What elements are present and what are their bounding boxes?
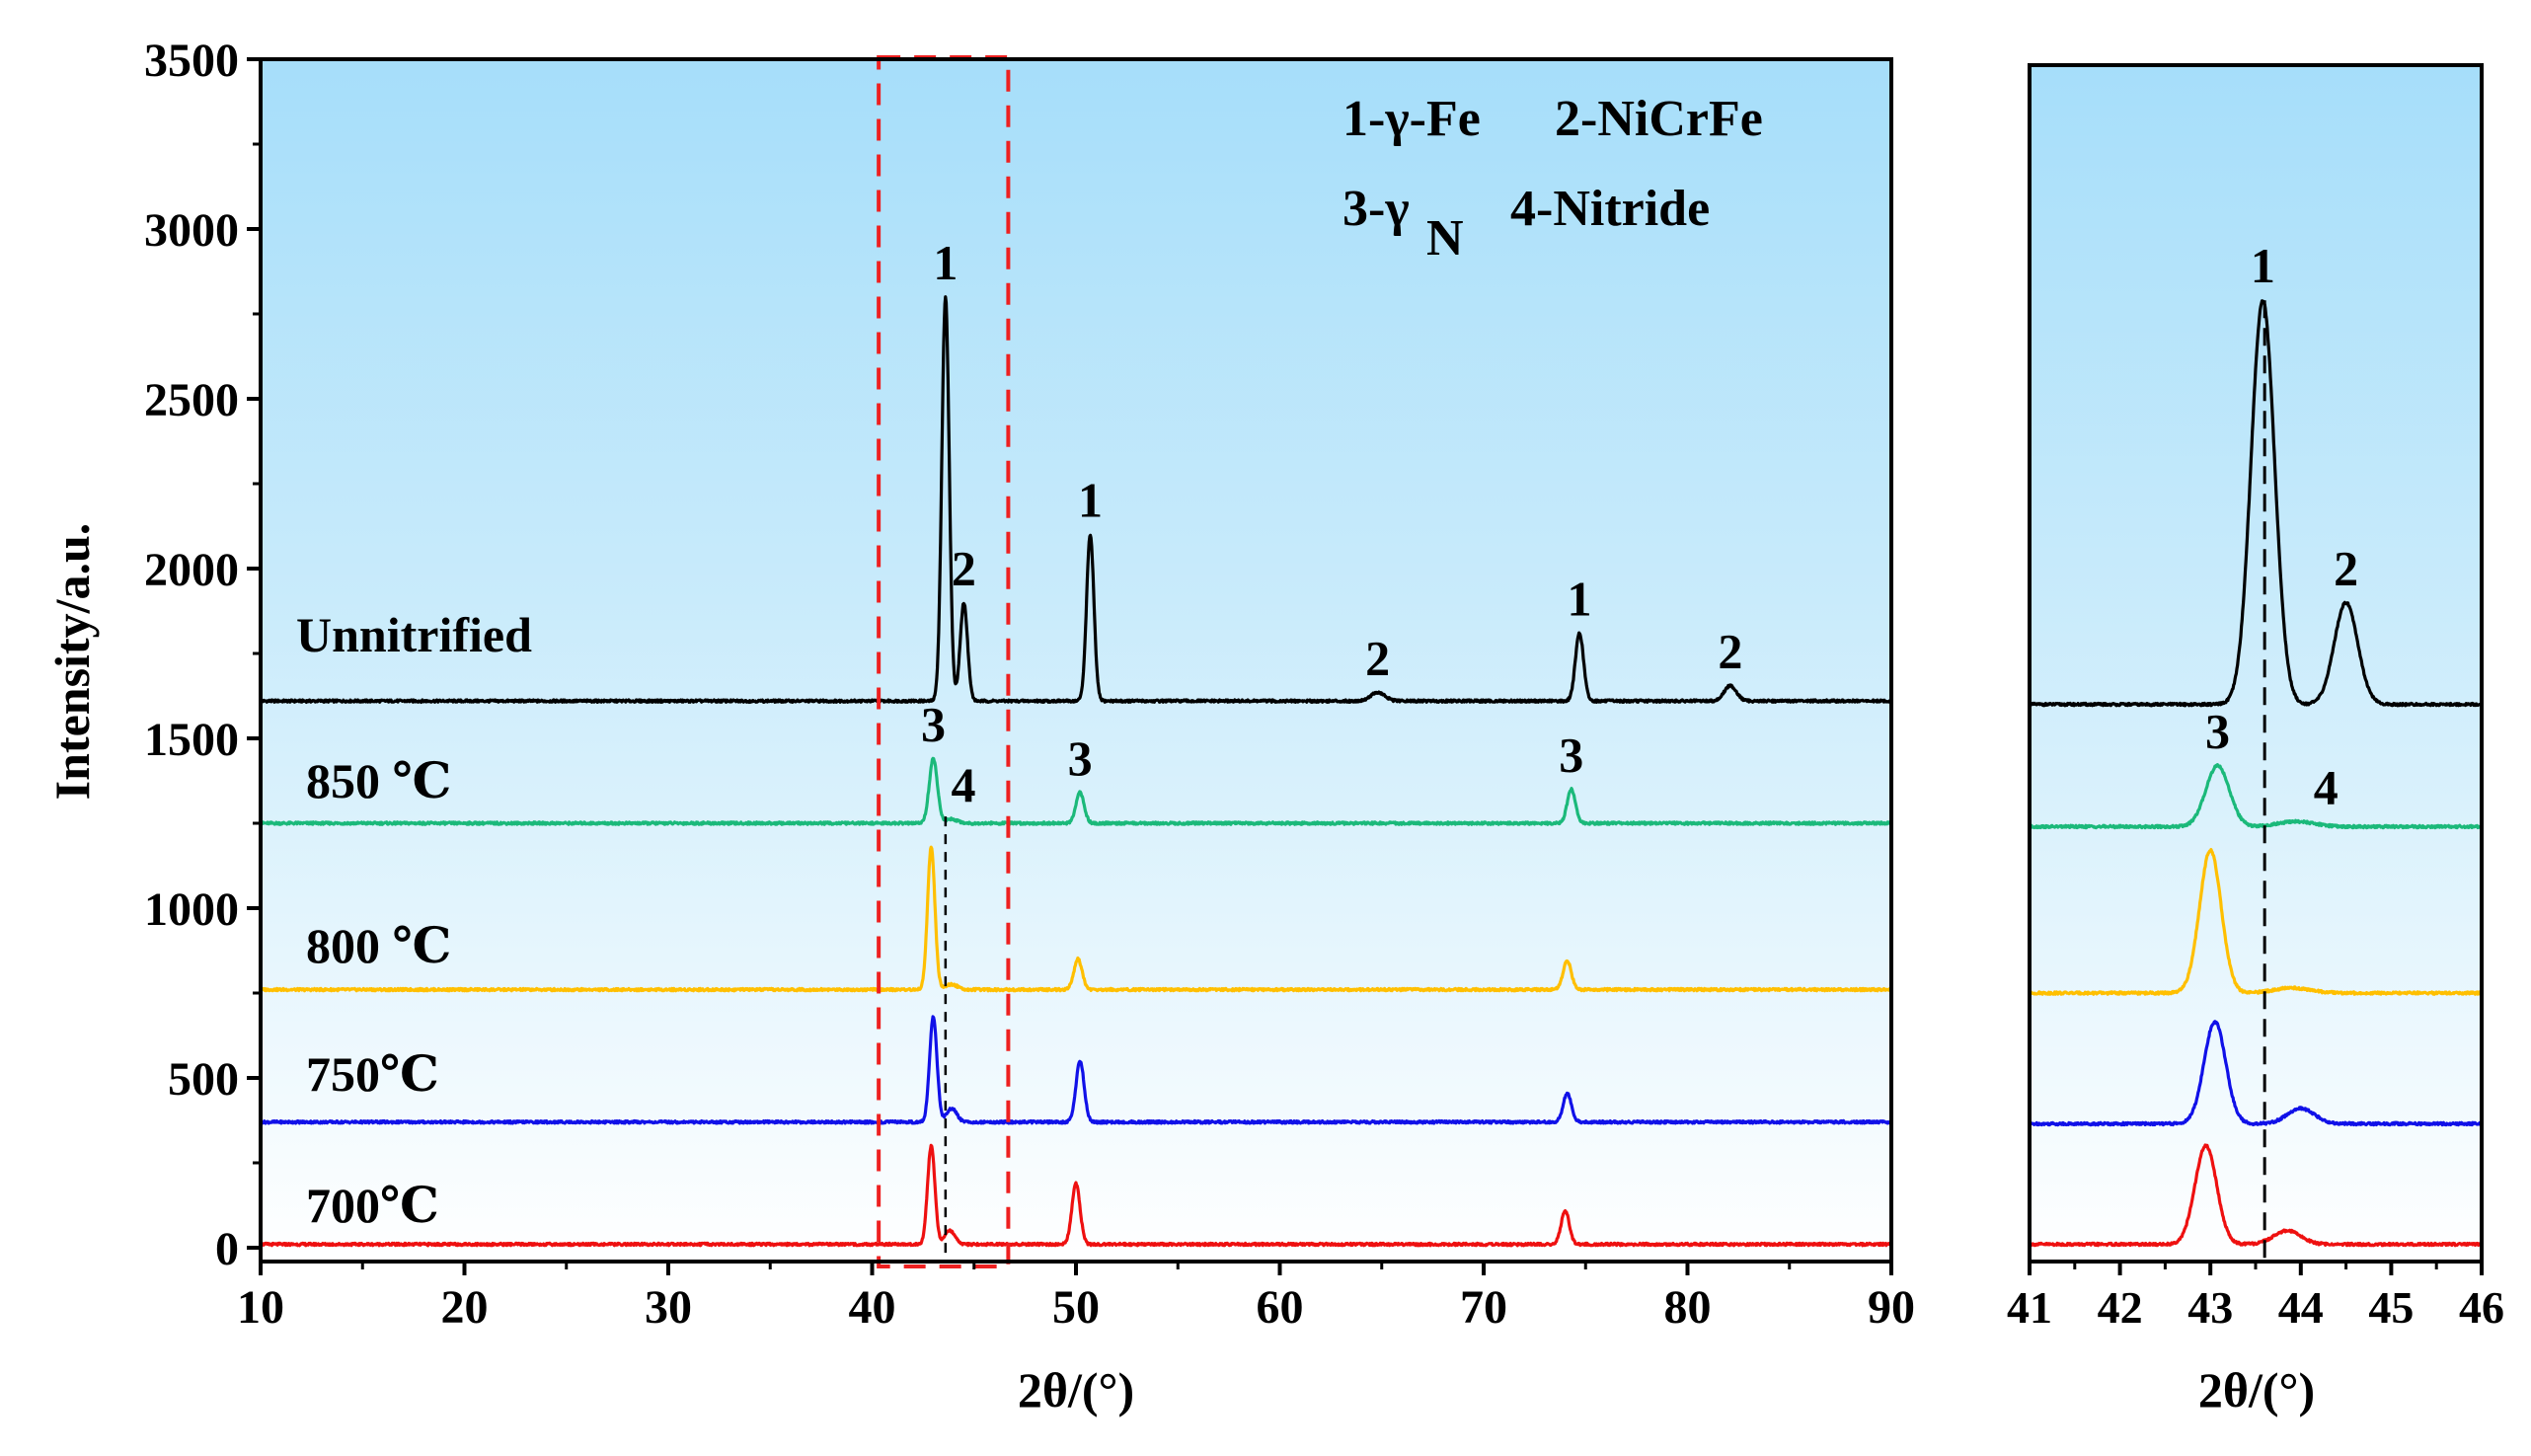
zoom-series-800-line (2028, 848, 2483, 996)
series-800-line (260, 845, 1893, 993)
series-750-line (259, 1015, 1893, 1125)
peak-label-850-1: 4 (952, 757, 976, 812)
zoom-x-axis-ticks: 41 42 43 44 45 46 (2007, 1262, 2504, 1333)
peak-label-unnitrified-0: 1 (933, 235, 958, 290)
series-700-line (260, 1143, 1893, 1248)
y-tick-label-2500: 2500 (144, 374, 239, 426)
zoom-series-850-line (2029, 763, 2484, 830)
zoom-x-tick-label-43: 43 (2187, 1282, 2233, 1333)
main-x-axis-label: 2θ/(°) (1018, 1362, 1134, 1418)
zoom-x-tick-label-44: 44 (2278, 1282, 2324, 1333)
zoom-plot-background (2030, 65, 2482, 1262)
main-series-group (259, 295, 1893, 1248)
series-label-800: 800 ℃ (306, 918, 451, 973)
legend-item-4: 4-Nitride (1510, 181, 1710, 237)
x-tick-label-30: 30 (645, 1281, 692, 1334)
peak-label-unnitrified-2: 1 (1078, 473, 1103, 528)
peak-label-unnitrified-3: 2 (1365, 631, 1390, 686)
zoom-series-750-line (2029, 1020, 2483, 1127)
y-tick-label-1500: 1500 (144, 714, 239, 766)
legend-item-3-subscript: N (1426, 210, 1464, 267)
zoom-series-unnitrified-line (2028, 299, 2484, 708)
peak-label-850-0: 3 (921, 697, 946, 752)
highlight-region-box (877, 55, 1011, 1268)
peak-label-unnitrified-4: 1 (1568, 571, 1592, 626)
legend-item-2: 2-NiCrFe (1555, 91, 1763, 147)
zoom-panel: 1 2 3 4 41 42 43 44 45 46 2θ/(°) (2007, 63, 2504, 1418)
zoom-peak-label-unnitrified-1: 2 (2334, 540, 2358, 595)
x-tick-label-70: 70 (1460, 1281, 1507, 1334)
x-tick-label-20: 20 (441, 1281, 489, 1334)
x-tick-label-40: 40 (849, 1281, 896, 1334)
series-850-line (260, 756, 1893, 826)
main-plot-background (261, 59, 1891, 1262)
series-label-750: 750℃ (306, 1046, 439, 1102)
zoom-x-tick-label-45: 45 (2368, 1282, 2414, 1333)
peak-label-unnitrified-5: 2 (1718, 624, 1742, 679)
y-tick-label-3000: 3000 (144, 204, 239, 257)
y-tick-label-500: 500 (168, 1053, 239, 1106)
zoom-x-tick-label-46: 46 (2459, 1282, 2504, 1333)
y-tick-label-0: 0 (215, 1223, 239, 1275)
zoom-x-axis-label: 2θ/(°) (2198, 1362, 2315, 1418)
x-tick-label-60: 60 (1257, 1281, 1304, 1334)
legend-box: 1-γ-Fe 2-NiCrFe 3-γ N 4-Nitride (1342, 91, 1763, 267)
zoom-series-700-line (2028, 1143, 2483, 1248)
y-tick-label-3500: 3500 (144, 35, 239, 87)
peak-label-850-2: 3 (1068, 730, 1093, 786)
x-tick-label-50: 50 (1052, 1281, 1100, 1334)
series-label-850: 850 ℃ (306, 753, 451, 808)
zoom-peak-label-850-0: 3 (2205, 704, 2230, 759)
series-label-unnitrified: Unnitrified (296, 607, 532, 662)
zoom-peak-label-850-1: 4 (2314, 759, 2339, 814)
legend-item-1: 1-γ-Fe (1342, 91, 1481, 147)
series-label-700: 700℃ (306, 1178, 439, 1233)
zoom-x-tick-label-42: 42 (2098, 1282, 2143, 1333)
legend-item-3: 3-γ (1342, 181, 1410, 237)
zoom-annotations-group: 1 2 3 4 (2205, 238, 2358, 1262)
zoom-series-group (2028, 299, 2484, 1248)
peak-label-850-3: 3 (1559, 728, 1583, 783)
x-tick-label-90: 90 (1868, 1281, 1915, 1334)
y-tick-label-1000: 1000 (144, 883, 239, 936)
x-tick-label-10: 10 (237, 1281, 284, 1334)
main-y-axis-ticks: 0 500 1000 1500 2000 2500 3000 3500 (144, 35, 261, 1275)
series-unnitrified-line (259, 295, 1892, 704)
peak-label-unnitrified-1: 2 (952, 540, 976, 595)
main-x-axis-ticks: 10 20 30 40 50 60 70 80 90 (237, 1262, 1915, 1334)
zoom-x-tick-label-41: 41 (2007, 1282, 2052, 1333)
x-tick-label-80: 80 (1664, 1281, 1712, 1334)
zoom-peak-label-unnitrified-0: 1 (2251, 238, 2275, 293)
y-tick-label-2000: 2000 (144, 544, 239, 596)
y-axis-label: Intensity/a.u. (44, 523, 100, 801)
